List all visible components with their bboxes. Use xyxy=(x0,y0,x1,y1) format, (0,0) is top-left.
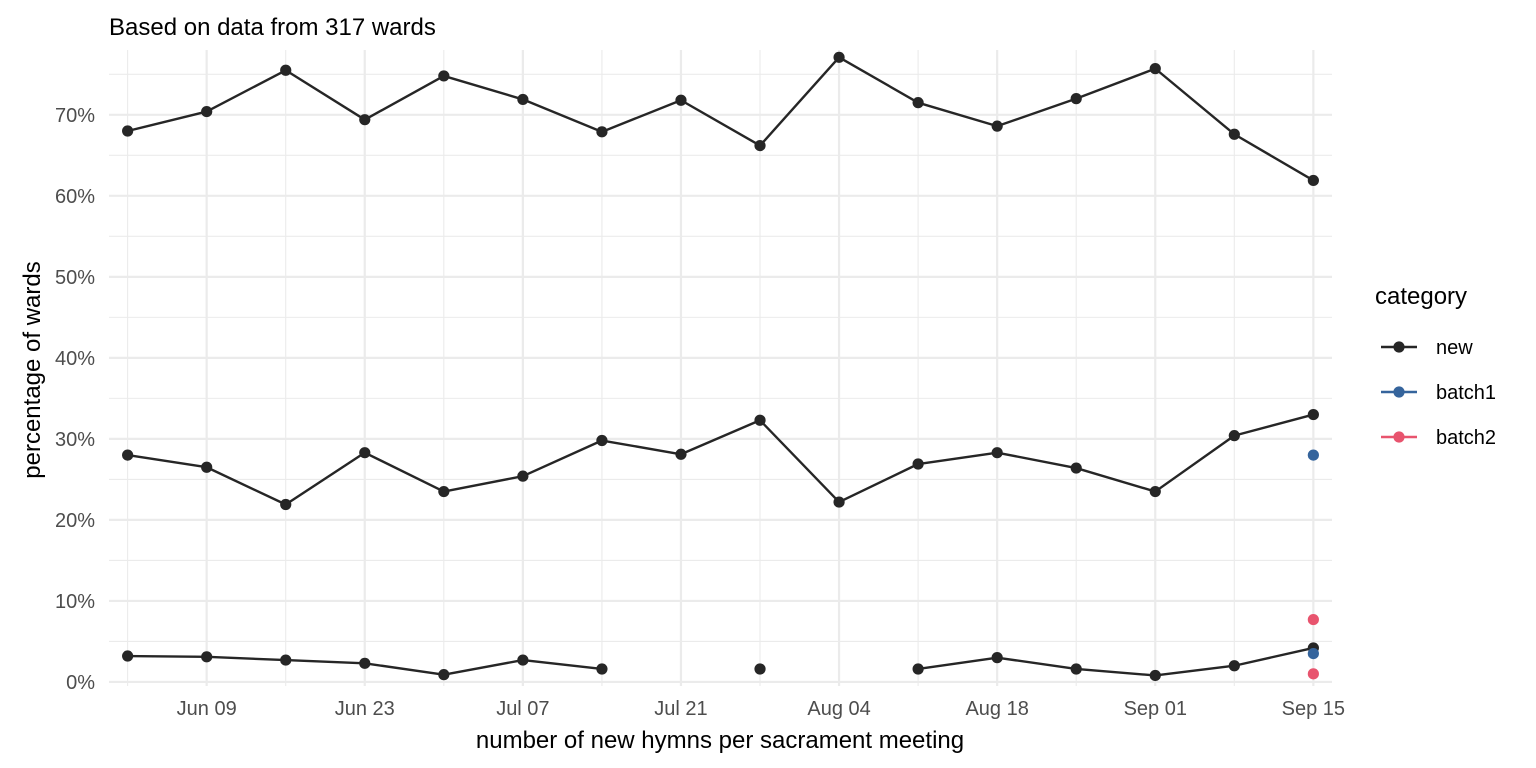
x-axis-title: number of new hymns per sacrament meetin… xyxy=(476,727,964,754)
data-point-new xyxy=(359,657,371,669)
x-tick-label: Jul 07 xyxy=(496,698,549,720)
series-line-new xyxy=(127,413,1314,506)
legend-title: category xyxy=(1375,283,1467,310)
data-point-new xyxy=(596,434,608,447)
chart-title: Based on data from 317 wards xyxy=(109,14,436,41)
legend-key-point xyxy=(1393,341,1405,353)
data-point-new xyxy=(201,651,213,663)
data-point-new xyxy=(280,498,292,511)
data-point-new xyxy=(833,496,845,508)
data-point-new xyxy=(912,97,924,109)
y-tick-label: 10% xyxy=(55,591,95,613)
data-point-new xyxy=(517,93,529,106)
data-point-new xyxy=(1149,669,1161,682)
data-point-new xyxy=(1228,128,1240,140)
legend-label: batch1 xyxy=(1436,382,1496,404)
data-point-new xyxy=(991,120,1003,132)
data-point-new xyxy=(517,654,529,666)
data-point-new xyxy=(912,663,924,675)
data-point-new xyxy=(438,669,450,681)
x-tick-label: Jun 09 xyxy=(177,698,237,720)
data-point-new xyxy=(596,126,608,138)
x-tick-label: Aug 18 xyxy=(965,698,1028,720)
legend-label: batch2 xyxy=(1436,427,1496,449)
legend-item-new: new xyxy=(1381,337,1473,359)
y-tick-label: 70% xyxy=(55,105,95,127)
data-point-new xyxy=(1070,93,1082,105)
data-point-new xyxy=(280,64,292,76)
data-point-new xyxy=(359,447,371,459)
x-tick-label: Jun 23 xyxy=(335,698,395,720)
data-point-batch1 xyxy=(1307,449,1319,461)
data-point-new xyxy=(912,458,924,470)
data-point-batch2 xyxy=(1307,668,1319,680)
data-point-new xyxy=(1307,408,1319,421)
grid xyxy=(109,50,1332,686)
data-point-new xyxy=(438,70,450,82)
series-points xyxy=(122,51,1319,682)
x-tick-label: Jul 21 xyxy=(654,698,707,720)
legend-key-point xyxy=(1393,431,1405,443)
data-point-new xyxy=(122,125,134,137)
data-point-new xyxy=(991,652,1003,664)
data-point-new xyxy=(1307,174,1319,187)
data-point-new xyxy=(201,461,213,473)
legend-item-batch2: batch2 xyxy=(1381,427,1496,449)
data-point-new xyxy=(1228,660,1240,672)
data-point-new xyxy=(754,663,766,675)
data-point-new xyxy=(675,94,687,106)
data-point-new xyxy=(359,114,371,126)
data-point-new xyxy=(201,105,213,118)
plot-area xyxy=(122,51,1319,682)
y-tick-label: 40% xyxy=(55,348,95,370)
data-point-new xyxy=(280,654,292,666)
x-tick-label: Sep 15 xyxy=(1282,698,1345,720)
series-lines xyxy=(127,56,1314,677)
data-point-new xyxy=(517,470,529,482)
data-point-batch2 xyxy=(1307,613,1319,626)
series-line-new xyxy=(917,646,1314,677)
x-tick-label: Sep 01 xyxy=(1124,698,1187,720)
data-point-new xyxy=(1228,430,1240,442)
y-axis-title: percentage of wards xyxy=(19,261,46,478)
legend-label: new xyxy=(1436,337,1473,359)
legend: category new batch1 batch2 xyxy=(1375,283,1496,449)
data-point-new xyxy=(754,414,766,426)
data-point-new xyxy=(754,140,766,152)
data-point-new xyxy=(1070,462,1082,474)
data-point-new xyxy=(991,447,1003,459)
legend-item-batch1: batch1 xyxy=(1381,382,1496,404)
axes: 0% 10% 20% 30% 40% 50% 60% 70% Jun 09 Jun 23 Jul 0… xyxy=(55,105,1345,720)
y-tick-label: 20% xyxy=(55,510,95,532)
series-line-new xyxy=(127,56,1314,182)
data-point-new xyxy=(122,650,134,662)
y-tick-label: 50% xyxy=(55,267,95,289)
data-point-new xyxy=(596,663,608,675)
data-point-new xyxy=(122,449,134,461)
data-point-batch1 xyxy=(1307,647,1319,660)
legend-key-point xyxy=(1393,386,1405,398)
data-point-new xyxy=(1149,485,1161,498)
data-point-new xyxy=(833,51,845,63)
data-point-new xyxy=(1149,63,1161,75)
data-point-new xyxy=(438,485,450,498)
y-tick-label: 30% xyxy=(55,429,95,451)
data-point-new xyxy=(675,448,687,460)
y-tick-label: 60% xyxy=(55,186,95,208)
x-tick-label: Aug 04 xyxy=(807,698,870,720)
y-tick-label: 0% xyxy=(66,672,95,694)
data-point-new xyxy=(1070,663,1082,675)
